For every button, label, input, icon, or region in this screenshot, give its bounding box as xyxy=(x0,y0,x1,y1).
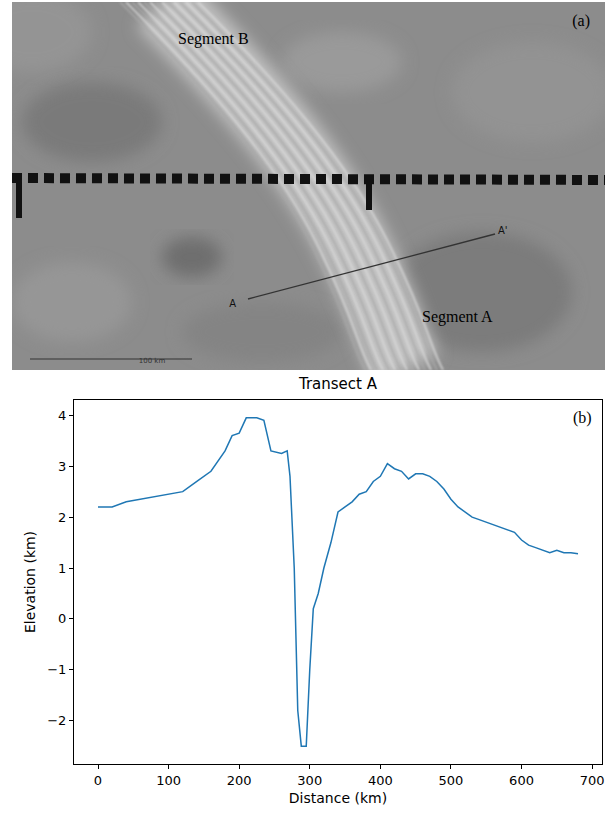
svg-text:1: 1 xyxy=(58,561,66,576)
svg-text:Elevation (km): Elevation (km) xyxy=(22,531,38,633)
svg-text:4: 4 xyxy=(58,408,66,423)
svg-text:−1: −1 xyxy=(47,662,66,677)
svg-text:600: 600 xyxy=(509,773,534,788)
svg-text:0: 0 xyxy=(94,773,102,788)
svg-text:(a): (a) xyxy=(572,12,590,30)
svg-text:Segment A: Segment A xyxy=(422,308,493,326)
svg-text:100 km: 100 km xyxy=(139,357,166,365)
svg-text:300: 300 xyxy=(297,773,322,788)
svg-text:3: 3 xyxy=(58,459,66,474)
svg-text:0: 0 xyxy=(58,611,66,626)
svg-text:Distance (km): Distance (km) xyxy=(289,790,387,806)
svg-text:100: 100 xyxy=(156,773,181,788)
svg-text:Transect A: Transect A xyxy=(298,375,378,393)
svg-text:400: 400 xyxy=(368,773,393,788)
svg-text:2: 2 xyxy=(58,510,66,525)
svg-text:700: 700 xyxy=(580,773,605,788)
svg-text:A': A' xyxy=(498,225,508,236)
svg-text:Segment B: Segment B xyxy=(178,30,249,48)
svg-text:500: 500 xyxy=(439,773,464,788)
svg-text:A: A xyxy=(229,298,236,309)
svg-text:−2: −2 xyxy=(47,713,66,728)
svg-text:(b): (b) xyxy=(573,409,592,427)
svg-text:200: 200 xyxy=(227,773,252,788)
